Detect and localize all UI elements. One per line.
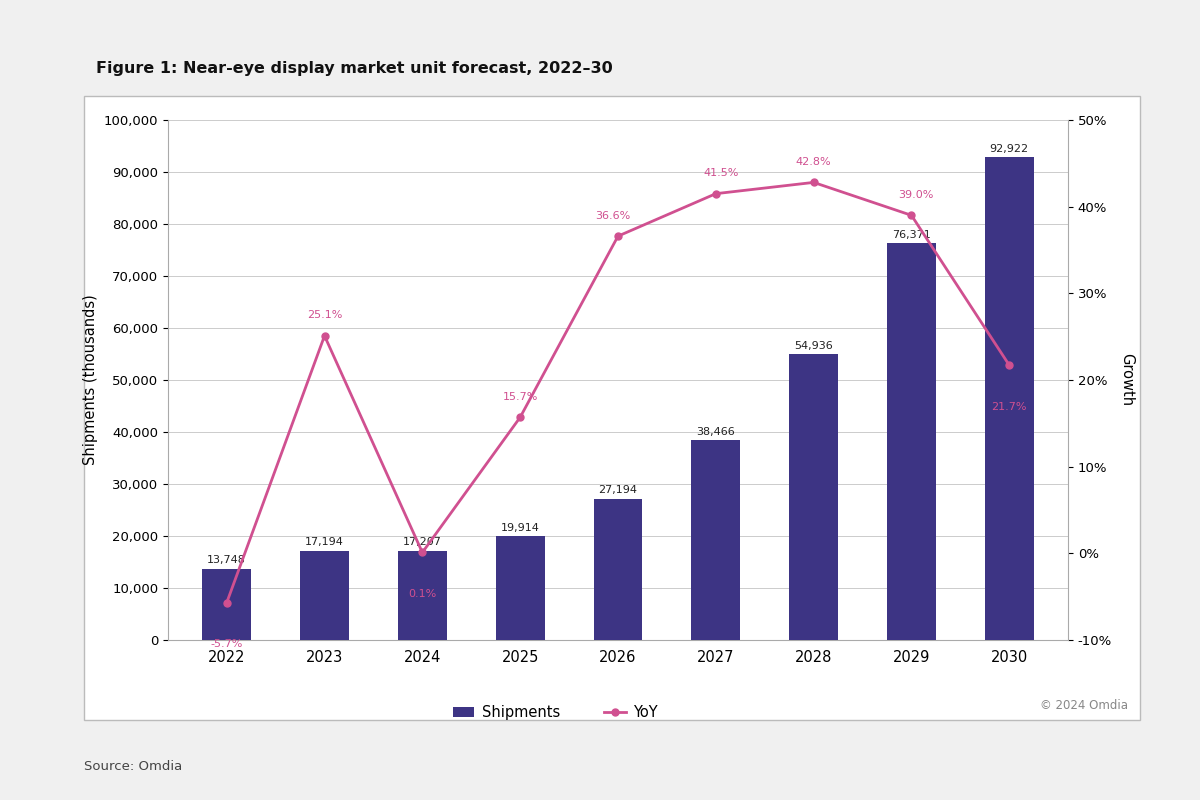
Text: 15.7%: 15.7%	[503, 392, 538, 402]
Bar	[496, 537, 545, 640]
Text: 42.8%: 42.8%	[796, 157, 832, 166]
Text: 17,207: 17,207	[403, 538, 442, 547]
Bar	[790, 354, 838, 640]
Bar	[985, 157, 1033, 640]
Bar	[398, 550, 446, 640]
Bar	[203, 569, 251, 640]
Text: 38,466: 38,466	[696, 427, 736, 437]
Text: 13,748: 13,748	[208, 555, 246, 566]
Text: 39.0%: 39.0%	[899, 190, 934, 200]
Text: 92,922: 92,922	[990, 144, 1028, 154]
Text: 19,914: 19,914	[500, 523, 540, 534]
Text: © 2024 Omdia: © 2024 Omdia	[1040, 699, 1128, 712]
Text: 17,194: 17,194	[305, 538, 344, 547]
Bar	[300, 550, 349, 640]
Text: -5.7%: -5.7%	[210, 639, 242, 649]
Text: 25.1%: 25.1%	[307, 310, 342, 320]
Text: 41.5%: 41.5%	[703, 168, 738, 178]
Text: Figure 1: Near-eye display market unit forecast, 2022–30: Figure 1: Near-eye display market unit f…	[96, 61, 613, 76]
Text: 0.1%: 0.1%	[408, 589, 437, 599]
Text: 21.7%: 21.7%	[991, 402, 1027, 412]
Text: 27,194: 27,194	[599, 486, 637, 495]
Y-axis label: Shipments (thousands): Shipments (thousands)	[83, 294, 98, 466]
Legend: Shipments, YoY: Shipments, YoY	[446, 699, 664, 726]
Bar	[887, 243, 936, 640]
Text: 76,371: 76,371	[892, 230, 931, 240]
Text: 54,936: 54,936	[794, 342, 833, 351]
Y-axis label: Growth: Growth	[1120, 354, 1134, 406]
Text: 36.6%: 36.6%	[595, 210, 631, 221]
Bar	[594, 498, 642, 640]
Text: Source: Omdia: Source: Omdia	[84, 760, 182, 773]
Bar	[691, 440, 740, 640]
